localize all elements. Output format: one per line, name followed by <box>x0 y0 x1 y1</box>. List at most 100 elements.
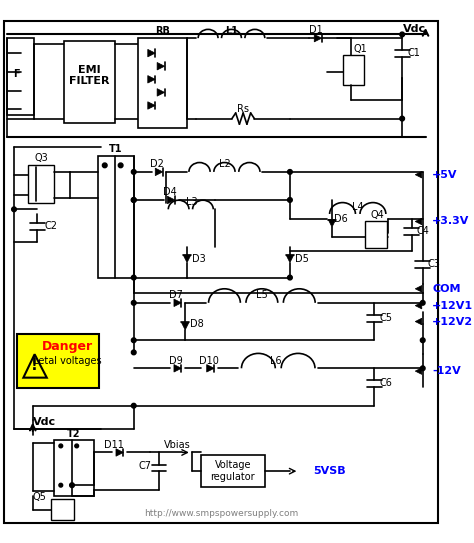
Circle shape <box>400 116 404 121</box>
Circle shape <box>288 275 292 280</box>
Polygon shape <box>148 49 155 57</box>
Circle shape <box>420 338 425 343</box>
Bar <box>365 222 387 248</box>
Circle shape <box>131 338 136 343</box>
Polygon shape <box>174 364 182 372</box>
Text: Vdc: Vdc <box>403 24 426 34</box>
Text: 5VSB: 5VSB <box>313 466 346 476</box>
Text: Letal voltages: Letal voltages <box>33 356 101 366</box>
Polygon shape <box>207 364 214 372</box>
Text: C2: C2 <box>45 221 58 231</box>
Text: D3: D3 <box>192 254 206 264</box>
Text: D11: D11 <box>104 440 124 450</box>
Bar <box>201 455 264 487</box>
Bar <box>54 440 93 496</box>
Text: L2: L2 <box>219 160 230 169</box>
Text: F: F <box>14 69 20 79</box>
Polygon shape <box>148 102 155 109</box>
Circle shape <box>131 403 136 408</box>
Text: +3.3V: +3.3V <box>432 217 469 226</box>
Bar <box>64 41 115 123</box>
Text: D4: D4 <box>164 187 177 198</box>
Polygon shape <box>23 354 47 377</box>
Text: Vbias: Vbias <box>164 440 191 450</box>
Circle shape <box>75 444 79 448</box>
Bar <box>17 334 99 388</box>
Polygon shape <box>415 172 422 178</box>
Text: !: ! <box>31 358 38 373</box>
Text: +12V2: +12V2 <box>432 317 473 326</box>
Polygon shape <box>415 218 422 225</box>
Text: D2: D2 <box>150 160 164 169</box>
Bar <box>98 156 134 277</box>
Text: +12V1: +12V1 <box>432 301 473 311</box>
Circle shape <box>420 300 425 305</box>
Circle shape <box>288 198 292 203</box>
Bar <box>138 38 187 128</box>
Text: Vdc: Vdc <box>33 416 56 427</box>
Text: C3: C3 <box>428 260 440 269</box>
Text: Q1: Q1 <box>353 45 367 54</box>
Text: D9: D9 <box>169 356 182 366</box>
Polygon shape <box>314 34 322 42</box>
Bar <box>8 38 34 115</box>
Circle shape <box>131 350 136 355</box>
Text: http://www.smpspowersupply.com: http://www.smpspowersupply.com <box>145 509 299 518</box>
Polygon shape <box>415 286 422 292</box>
Polygon shape <box>155 168 163 175</box>
Polygon shape <box>157 89 164 96</box>
Polygon shape <box>328 219 336 227</box>
Text: D6: D6 <box>335 213 348 224</box>
Text: L4: L4 <box>352 201 364 212</box>
Text: C6: C6 <box>380 378 392 388</box>
Text: C7: C7 <box>138 462 152 471</box>
Text: D10: D10 <box>199 356 219 366</box>
Circle shape <box>102 163 107 168</box>
Polygon shape <box>183 255 191 263</box>
Text: D5: D5 <box>295 254 309 264</box>
Circle shape <box>420 366 425 371</box>
Circle shape <box>59 444 63 448</box>
Circle shape <box>12 207 17 212</box>
Circle shape <box>131 275 136 280</box>
Circle shape <box>59 483 63 487</box>
Circle shape <box>288 169 292 174</box>
Text: T2: T2 <box>67 429 81 439</box>
Polygon shape <box>182 323 189 330</box>
Text: D7: D7 <box>169 291 183 300</box>
Text: +5V: +5V <box>432 170 457 180</box>
Text: RB: RB <box>155 26 170 36</box>
Text: EMI
FILTER: EMI FILTER <box>69 65 109 86</box>
Polygon shape <box>415 318 422 325</box>
Text: Danger: Danger <box>42 340 93 353</box>
Polygon shape <box>286 255 294 263</box>
Text: L5: L5 <box>256 291 268 300</box>
Bar <box>52 499 74 520</box>
Text: T1: T1 <box>109 144 123 154</box>
Text: C1: C1 <box>408 48 421 58</box>
Text: D8: D8 <box>190 319 203 330</box>
Polygon shape <box>415 302 422 309</box>
Circle shape <box>70 483 74 488</box>
Bar <box>343 55 364 85</box>
Text: C4: C4 <box>416 226 429 236</box>
Text: -12V: -12V <box>432 366 461 376</box>
Circle shape <box>131 198 136 203</box>
Polygon shape <box>157 62 164 70</box>
Text: COM: COM <box>432 284 461 294</box>
Text: L6: L6 <box>270 356 282 366</box>
Polygon shape <box>174 299 182 307</box>
Circle shape <box>118 163 123 168</box>
Bar <box>28 166 54 203</box>
Text: Rs: Rs <box>237 104 249 114</box>
Text: L1: L1 <box>226 26 238 36</box>
Text: D1: D1 <box>309 25 323 35</box>
Polygon shape <box>167 196 175 204</box>
Text: Q4: Q4 <box>370 210 384 220</box>
Text: Q5: Q5 <box>33 493 47 502</box>
Circle shape <box>400 32 404 37</box>
Text: Voltage
regulator: Voltage regulator <box>210 460 255 482</box>
Text: Q3: Q3 <box>34 153 48 163</box>
Text: C5: C5 <box>380 313 393 323</box>
Polygon shape <box>148 75 155 83</box>
